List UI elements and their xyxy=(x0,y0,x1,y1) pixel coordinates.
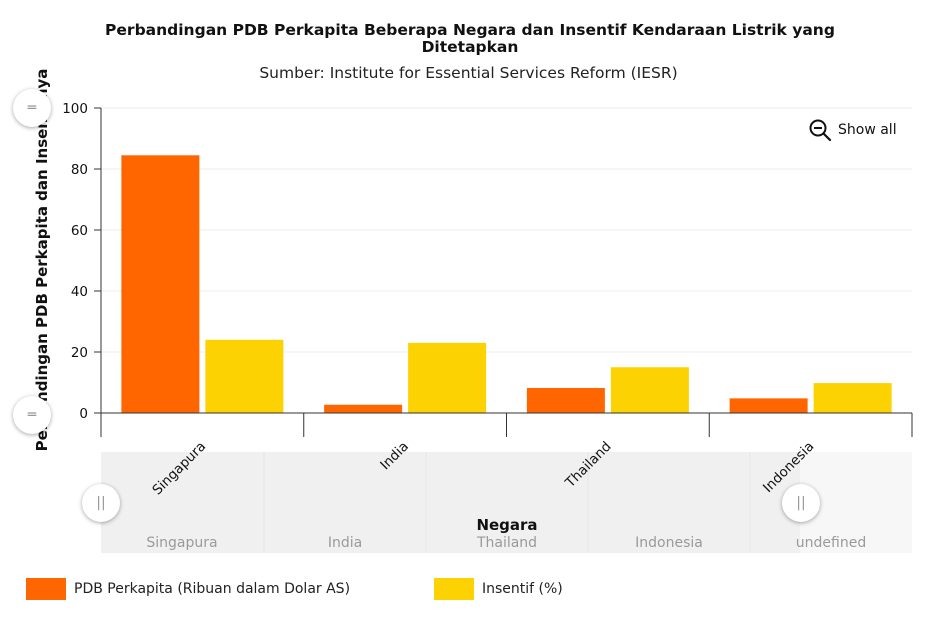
chart-subtitle: Sumber: Institute for Essential Services… xyxy=(259,64,678,82)
y-tick-label: 0 xyxy=(79,406,88,422)
y-scroll-handle-top[interactable]: ═ xyxy=(13,89,51,127)
navigator-track[interactable] xyxy=(101,452,912,553)
y-tick-label: 60 xyxy=(71,223,88,239)
y-tick-label: 20 xyxy=(71,345,88,361)
bar-insentif-thailand[interactable] xyxy=(610,367,689,413)
bar-insentif-india[interactable] xyxy=(408,342,487,413)
y-tick-label: 40 xyxy=(71,284,88,300)
navigator-label: Thailand xyxy=(476,535,537,551)
x-scroll-handle-right[interactable]: || xyxy=(782,484,820,522)
x-axis-title: Negara xyxy=(476,516,537,534)
x-scroll-handle-left[interactable]: || xyxy=(82,484,120,522)
show-all-label: Show all xyxy=(838,122,897,138)
zoom-out-icon xyxy=(809,119,832,142)
legend: PDB Perkapita (Ribuan dalam Dolar AS) In… xyxy=(26,578,563,600)
y-tick-label: 100 xyxy=(62,101,88,117)
navigator-label: Singapura xyxy=(146,535,217,551)
bar-pdb-thailand[interactable] xyxy=(526,387,605,413)
chart-title: Perbandingan PDB Perkapita Beberapa Nega… xyxy=(105,21,835,56)
y-tick-label: 80 xyxy=(71,162,88,178)
show-all-button[interactable]: Show all xyxy=(808,118,897,142)
bar-pdb-indonesia[interactable] xyxy=(729,398,808,413)
bar-insentif-singapura[interactable] xyxy=(205,339,284,413)
legend-item-pdb[interactable]: PDB Perkapita (Ribuan dalam Dolar AS) xyxy=(26,578,434,600)
bar-pdb-india[interactable] xyxy=(324,404,403,413)
y-scroll-handle-bottom[interactable]: ═ xyxy=(13,396,51,434)
legend-swatch-pdb xyxy=(26,578,66,600)
legend-item-insentif[interactable]: Insentif (%) xyxy=(434,578,563,600)
navigator-label: India xyxy=(328,535,362,551)
bar-insentif-indonesia[interactable] xyxy=(813,383,892,413)
navigator-label: undefined xyxy=(796,535,866,551)
navigator-label: Indonesia xyxy=(635,535,703,551)
legend-label-pdb: PDB Perkapita (Ribuan dalam Dolar AS) xyxy=(74,581,351,597)
bar-pdb-singapura[interactable] xyxy=(121,155,200,413)
legend-swatch-insentif xyxy=(434,578,474,600)
legend-label-insentif: Insentif (%) xyxy=(482,581,563,597)
